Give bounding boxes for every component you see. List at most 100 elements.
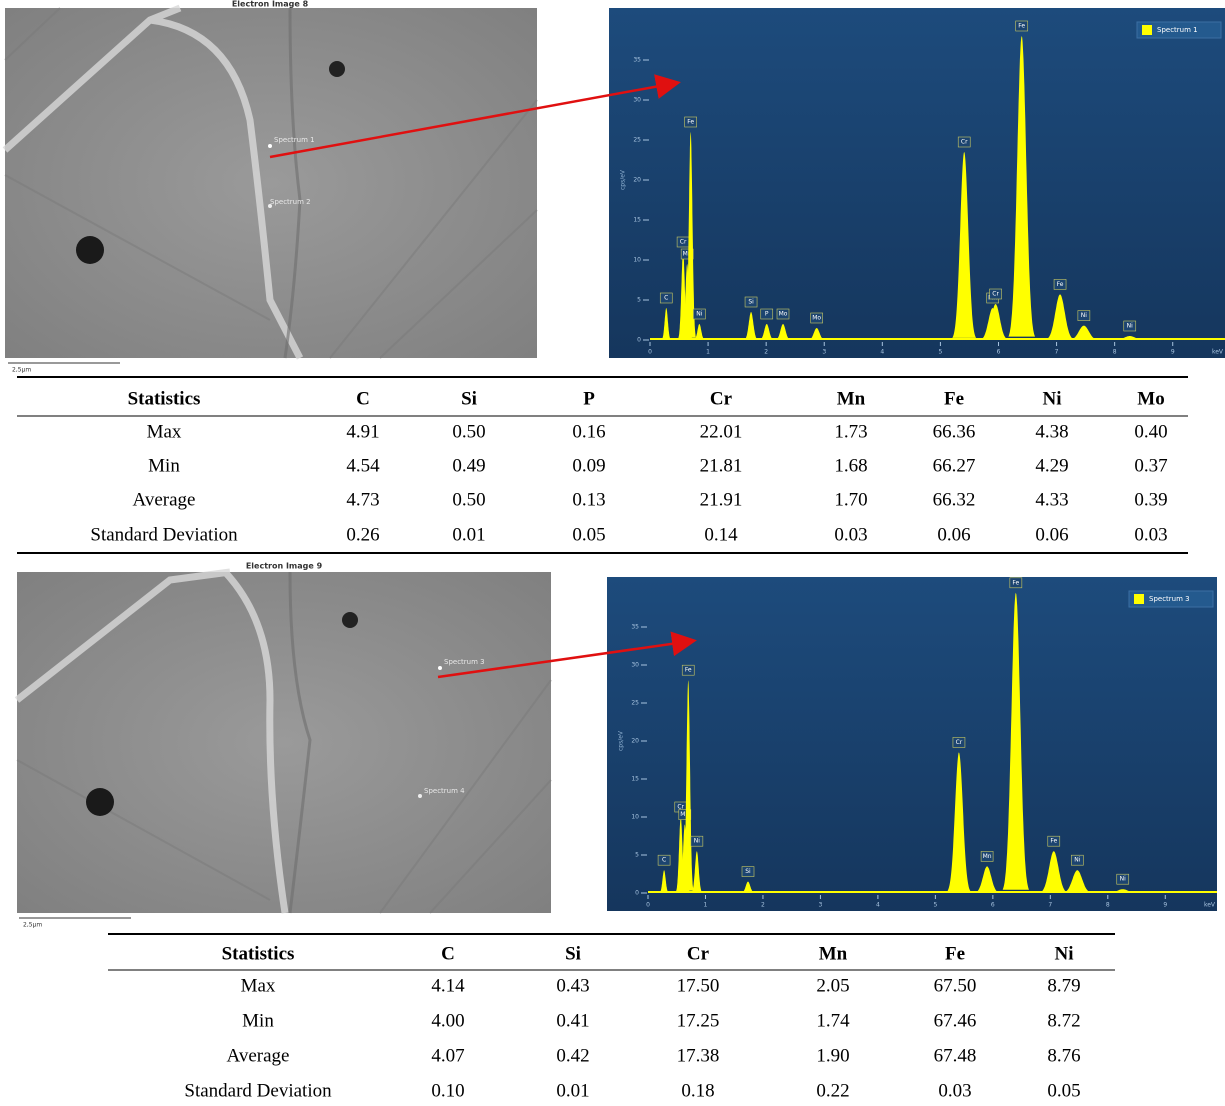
peak-label: Fe [685, 667, 692, 674]
y-tick-label: 30 [633, 97, 641, 104]
x-tick-label: 8 [1113, 349, 1117, 356]
x-tick-label: 8 [1106, 902, 1110, 909]
y-tick-label: 10 [633, 257, 641, 264]
spectrum-marker: Spectrum 3 [444, 658, 485, 666]
table-cell: 0.06 [1035, 524, 1068, 545]
y-tick-label: 25 [633, 137, 641, 144]
table-cell: 0.14 [704, 524, 738, 545]
table-cell: 1.68 [834, 455, 867, 476]
peak-label: Ni [1074, 857, 1080, 864]
spectrum-marker: Spectrum 2 [270, 198, 311, 206]
table-cell: 0.40 [1134, 421, 1167, 442]
table-header: Ni [1055, 943, 1074, 964]
table-cell: 0.05 [1047, 1080, 1080, 1101]
table-cell: 0.16 [572, 421, 605, 442]
table-cell: 1.70 [834, 489, 867, 510]
peak-label: Fe [1018, 23, 1025, 30]
table-cell: 4.14 [431, 975, 465, 996]
x-tick-label: 0 [648, 349, 652, 356]
table-header: C [441, 943, 455, 964]
table-cell: 4.07 [431, 1045, 464, 1066]
table-cell: 0.10 [431, 1080, 464, 1101]
table-cell: Average [133, 489, 196, 510]
x-tick-label: 9 [1163, 902, 1167, 909]
table-cell: 4.33 [1035, 489, 1068, 510]
peak-label: P [765, 311, 769, 318]
table-cell: 0.41 [556, 1010, 589, 1031]
y-tick-label: 10 [631, 814, 639, 821]
sem-image [5, 8, 537, 358]
table-cell: Standard Deviation [184, 1080, 332, 1101]
table-header: C [356, 388, 370, 409]
table-cell: 67.50 [934, 975, 977, 996]
table-cell: 0.01 [556, 1080, 589, 1101]
table-cell: 8.79 [1047, 975, 1080, 996]
table-cell: 0.01 [452, 524, 485, 545]
table-cell: Min [242, 1010, 274, 1031]
table-cell: 21.81 [700, 455, 743, 476]
table-header: Mn [837, 388, 866, 409]
table-header: Fe [945, 943, 965, 964]
y-tick-label: 5 [635, 852, 639, 859]
scale-label: 2,5µm [23, 922, 42, 929]
y-tick-label: 15 [631, 776, 639, 783]
peak-label: Fe [1012, 579, 1019, 586]
table-cell: 17.38 [677, 1045, 720, 1066]
table-cell: 4.29 [1035, 455, 1068, 476]
x-tick-label: 4 [876, 902, 880, 909]
x-tick-label: 3 [822, 349, 826, 356]
table-cell: 17.25 [677, 1010, 720, 1031]
table-header: Mn [819, 943, 848, 964]
x-tick-label: 1 [706, 349, 710, 356]
y-axis-label: cps/eV [620, 169, 627, 190]
table-header: P [583, 388, 595, 409]
peak-label: Fe [1050, 838, 1057, 845]
y-tick-label: 0 [637, 337, 641, 344]
image-title: Electron Image 8 [232, 0, 309, 9]
table-cell: Average [227, 1045, 290, 1066]
y-tick-label: 35 [633, 57, 641, 64]
table-cell: 0.49 [452, 455, 485, 476]
table-header: Si [461, 388, 477, 409]
table-header: Cr [710, 388, 733, 409]
spectrum-marker: Spectrum 4 [424, 787, 465, 795]
table-cell: Max [147, 421, 182, 442]
table-cell: 66.27 [933, 455, 976, 476]
table-cell: 0.18 [681, 1080, 714, 1101]
table-cell: 0.05 [572, 524, 605, 545]
peak-label: Ni [1120, 876, 1126, 883]
peak-label: Mn [983, 853, 992, 860]
table-cell: 0.03 [938, 1080, 971, 1101]
x-axis-label: keV [1204, 902, 1216, 909]
table-header: Fe [944, 388, 964, 409]
table-header: Si [565, 943, 581, 964]
table-cell: 0.09 [572, 455, 605, 476]
table-cell: 21.91 [700, 489, 743, 510]
table-cell: 4.54 [346, 455, 380, 476]
peak-label: Si [748, 299, 754, 306]
x-tick-label: 7 [1055, 349, 1059, 356]
x-axis-label: keV [1212, 349, 1224, 356]
x-tick-label: 6 [991, 902, 995, 909]
y-tick-label: 0 [635, 890, 639, 897]
y-tick-label: 30 [631, 662, 639, 669]
table-cell: 0.13 [572, 489, 605, 510]
peak-label: C [662, 857, 666, 864]
table-header: Cr [687, 943, 710, 964]
y-tick-label: 20 [631, 738, 639, 745]
legend-swatch [1142, 25, 1152, 35]
table-header: Statistics [128, 388, 201, 409]
table-cell: Min [148, 455, 180, 476]
table-cell: 1.74 [816, 1010, 850, 1031]
table-cell: 0.42 [556, 1045, 589, 1066]
y-tick-label: 5 [637, 297, 641, 304]
table-header: Ni [1043, 388, 1062, 409]
table-cell: 0.50 [452, 489, 485, 510]
x-tick-label: 6 [997, 349, 1001, 356]
table-cell: 0.22 [816, 1080, 849, 1101]
legend-label: Spectrum 3 [1149, 595, 1190, 603]
table-cell: 4.73 [346, 489, 379, 510]
x-tick-label: 1 [704, 902, 708, 909]
table-cell: 67.48 [934, 1045, 977, 1066]
peak-label: Cr [961, 139, 968, 146]
